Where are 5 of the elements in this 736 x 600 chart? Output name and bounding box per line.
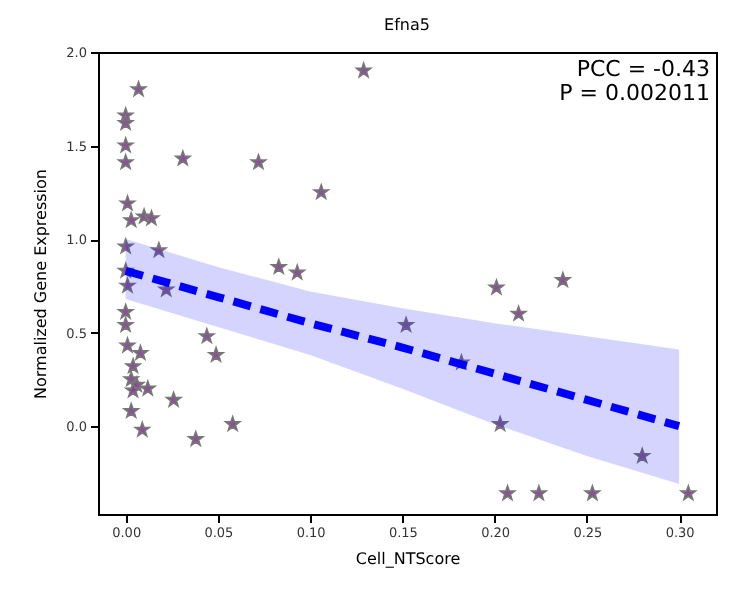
chart-title: Efna5 bbox=[384, 16, 430, 34]
x-axis-title: Cell_NTScore bbox=[355, 550, 461, 568]
y-axis-title: Normalized Gene Expression bbox=[32, 169, 51, 399]
annotation: PCC = -0.43 bbox=[576, 56, 710, 82]
annotation: P = 0.002011 bbox=[559, 80, 710, 106]
